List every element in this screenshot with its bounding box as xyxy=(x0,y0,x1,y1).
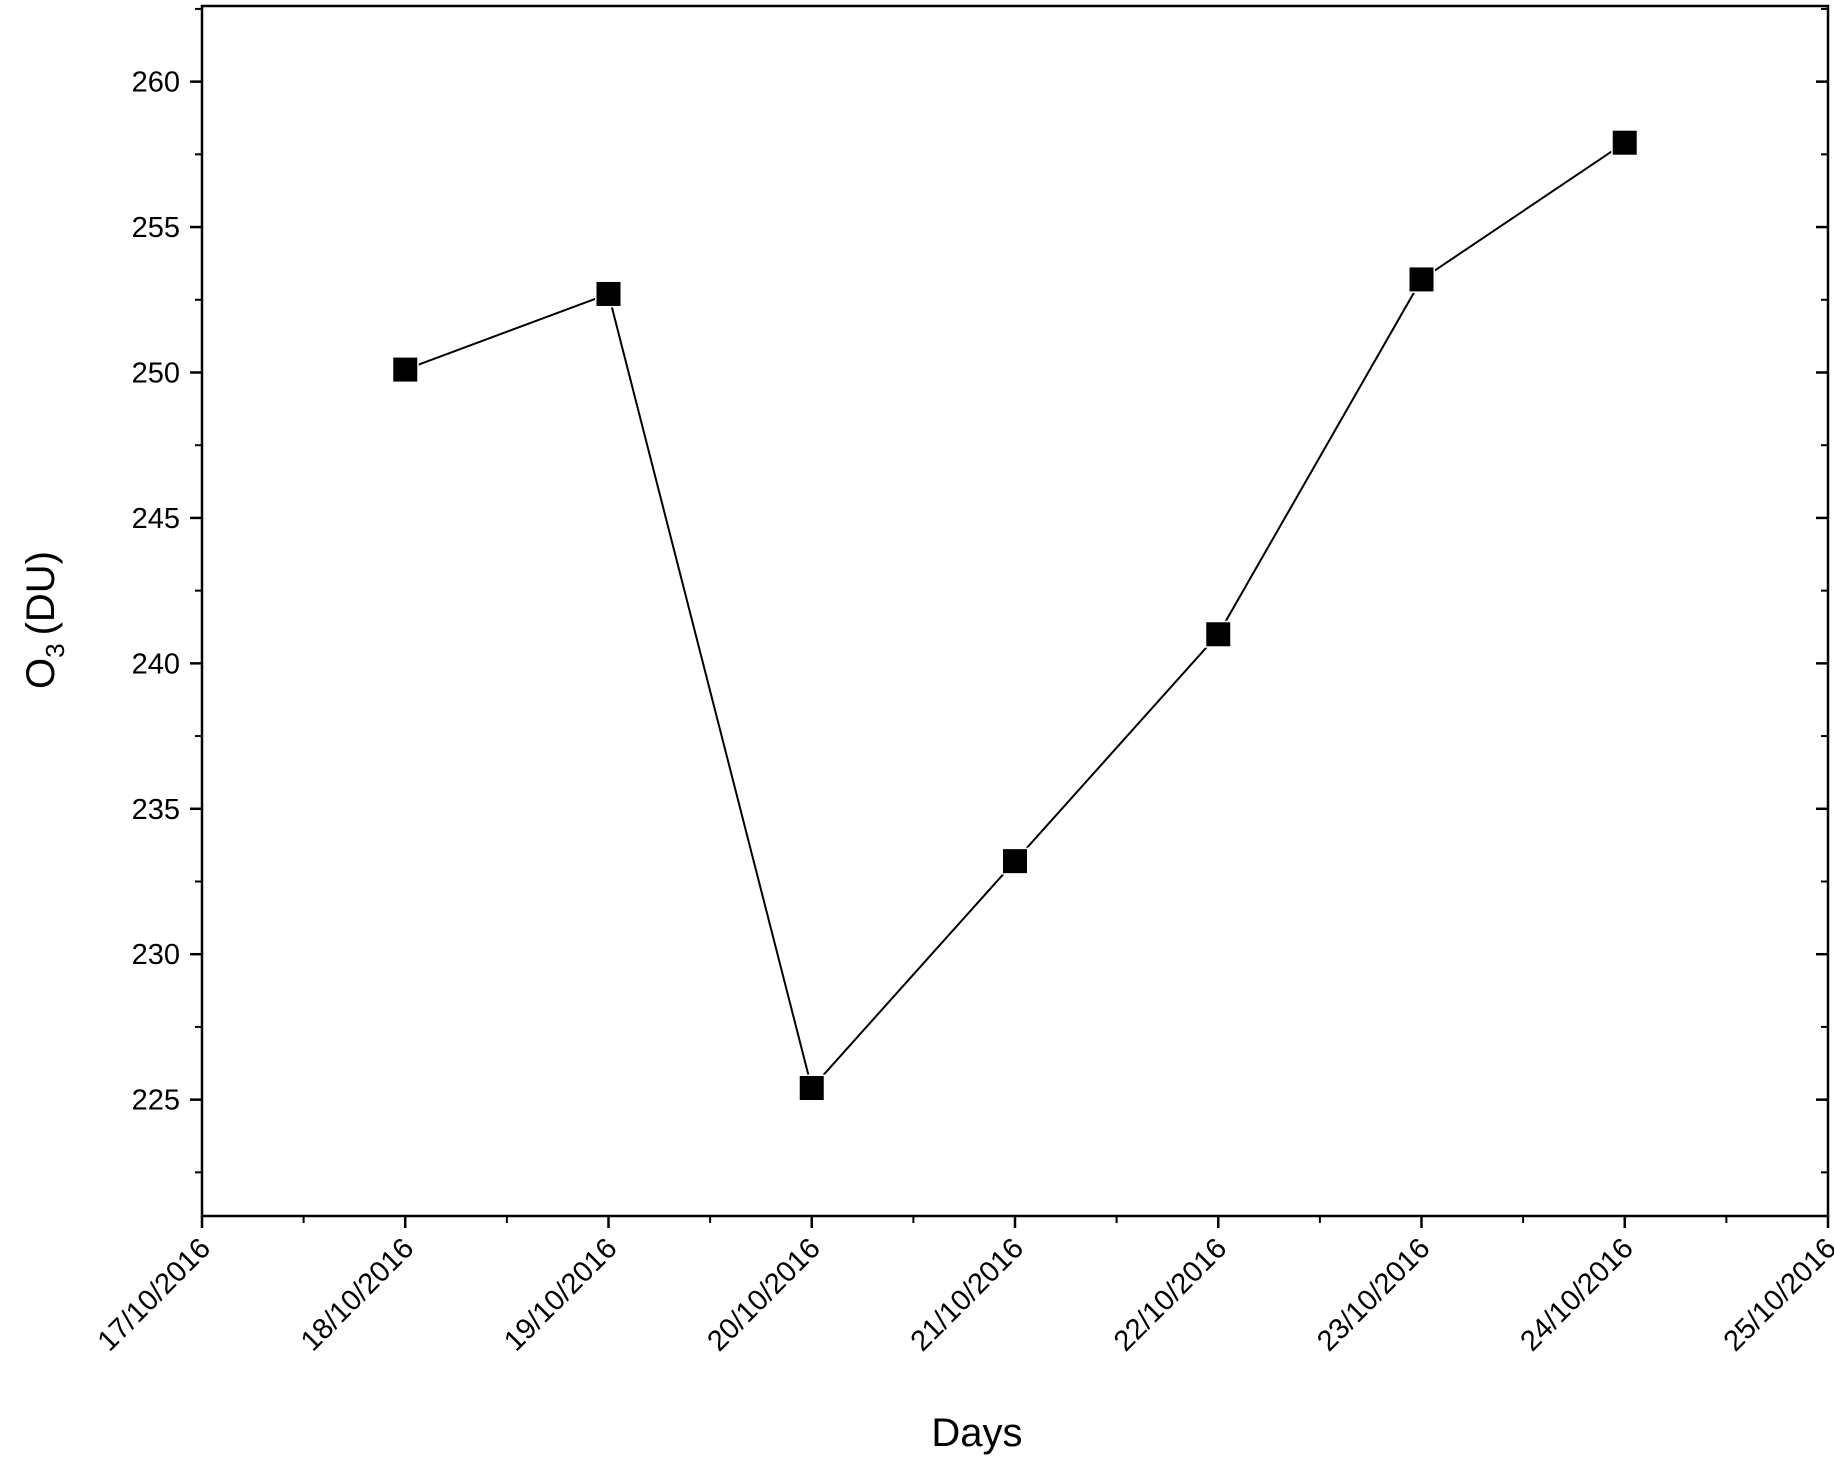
data-point-marker xyxy=(1204,620,1232,648)
y-axis-title: O3 (DU) xyxy=(19,551,70,689)
data-point-marker xyxy=(798,1074,826,1102)
y-tick-label: 225 xyxy=(132,1085,180,1117)
x-tick-label: 17/10/2016 xyxy=(92,1232,217,1357)
y-tick-label: 235 xyxy=(132,794,180,826)
x-tick-label: 18/10/2016 xyxy=(295,1232,420,1357)
x-axis-ticks: 17/10/2016 18/10/2016 19/10/2016 20/10/2016… xyxy=(92,1216,1834,1358)
y-tick-label: 240 xyxy=(132,648,180,680)
x-tick-label: 21/10/2016 xyxy=(905,1232,1030,1357)
y-axis-title-main: O xyxy=(19,658,63,689)
x-tick-label: 22/10/2016 xyxy=(1108,1232,1233,1357)
x-tick-label: 19/10/2016 xyxy=(498,1232,623,1357)
y-tick-label: 260 xyxy=(132,67,180,99)
y-axis-title-unit: (DU) xyxy=(19,551,63,635)
y-axis-ticks: 225 230 235 240 245 250 255 260 xyxy=(132,7,1828,1174)
y-tick-label: 255 xyxy=(132,212,180,244)
data-point-marker xyxy=(391,356,419,384)
data-point-marker xyxy=(1611,129,1639,157)
x-axis-title: Days xyxy=(931,1411,1022,1455)
data-point-marker xyxy=(1408,265,1435,293)
y-axis-title-subscript: 3 xyxy=(40,643,70,657)
series-line xyxy=(404,141,1626,1091)
y-tick-label: 230 xyxy=(132,939,180,971)
series-group xyxy=(391,129,1639,1102)
y-tick-label: 245 xyxy=(132,503,180,535)
plot-frame xyxy=(200,4,1830,1218)
y-tick-label: 250 xyxy=(132,357,180,389)
data-point-marker xyxy=(595,280,622,308)
x-tick-label: 25/10/2016 xyxy=(1718,1232,1834,1357)
x-tick-label: 20/10/2016 xyxy=(701,1232,826,1357)
x-tick-label: 24/10/2016 xyxy=(1514,1232,1639,1357)
x-tick-label: 23/10/2016 xyxy=(1311,1232,1436,1357)
data-point-marker xyxy=(1001,847,1029,875)
